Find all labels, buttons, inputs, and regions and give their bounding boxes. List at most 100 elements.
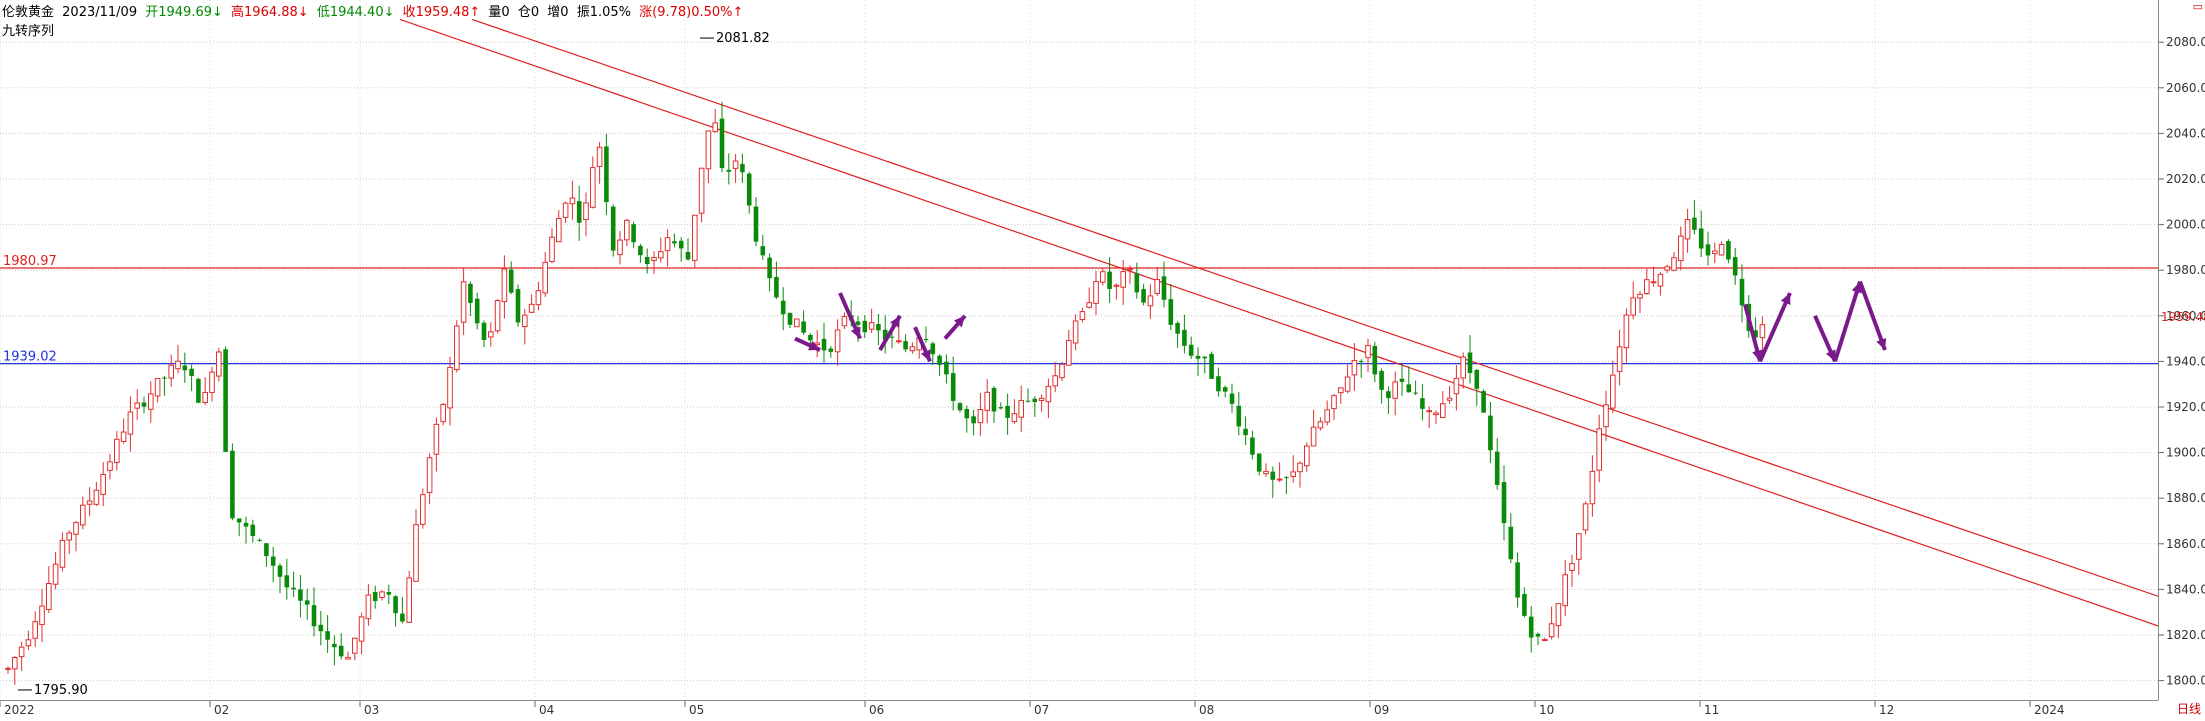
candle-body-down <box>1358 361 1364 363</box>
candle-body-up <box>100 474 107 495</box>
candle-body-up <box>148 393 154 410</box>
candle-body-up <box>1086 302 1093 308</box>
time-tick-label: 2022 <box>4 703 35 717</box>
candle-body-down <box>1481 391 1486 413</box>
candle-body-up <box>120 431 127 442</box>
candle-body-up <box>352 637 358 654</box>
candle-body-up <box>617 239 623 256</box>
candle-body-up <box>868 322 875 330</box>
price-tick-label: 1900.00 <box>2166 446 2205 460</box>
candle-body-up <box>488 331 494 338</box>
price-tick-label: 1840.00 <box>2166 582 2205 596</box>
candle-body-down <box>746 173 752 206</box>
candle-body-down <box>298 589 303 601</box>
candle-body-up <box>569 197 576 205</box>
candle-body-down <box>1161 276 1167 300</box>
candle-body-up <box>93 489 100 505</box>
candle-body-up <box>583 202 589 221</box>
candle-body-down <box>400 613 405 622</box>
candle-body-down <box>372 591 378 602</box>
candle-body-up <box>732 160 739 169</box>
candle-body-up <box>52 563 59 585</box>
candlestick-chart[interactable]: 1980.97 1939.02 2081.82 1795.90 <box>0 0 2159 700</box>
candle-body-up <box>1460 356 1467 379</box>
candle-body-up <box>977 408 984 424</box>
candle-body-up <box>365 594 372 620</box>
candle-body-up <box>651 257 657 261</box>
indicator-name: 九转序列 <box>2 24 55 39</box>
time-tick-label: 10 <box>1539 703 1554 717</box>
candle-body-up <box>1576 533 1582 560</box>
corner-icon[interactable]: ▭ <box>2192 0 2203 13</box>
candle-body-down <box>808 334 813 341</box>
candle-body-up <box>1344 376 1351 392</box>
candle-body-up <box>1569 563 1575 572</box>
candle-body-up <box>549 236 555 263</box>
candle-body-down <box>903 341 908 350</box>
candle-body-up <box>460 281 467 323</box>
interest-increase: 增0 <box>547 5 569 20</box>
candle-body-down <box>821 338 827 351</box>
candle-body-down <box>1488 415 1493 451</box>
candle-body-up <box>216 351 222 377</box>
candle-body-up <box>1637 293 1643 299</box>
candle-body-up <box>1338 387 1344 394</box>
projection-arrow <box>1758 292 1792 363</box>
price-tick-label: 1860.00 <box>2166 537 2205 551</box>
candle-body-up <box>596 146 603 167</box>
extreme-label: 2081.82 <box>716 31 770 46</box>
candle-body-up <box>1147 295 1154 307</box>
candle-body-down <box>889 336 895 338</box>
candle-body-down <box>196 378 201 403</box>
period-label[interactable]: 日线 <box>2176 702 2201 716</box>
candle-body-down <box>515 289 521 323</box>
candle-body-down <box>1522 594 1527 616</box>
candle-body-down <box>1256 453 1262 472</box>
candle-body-down <box>508 269 514 293</box>
candle-body-down <box>1406 384 1412 393</box>
candle-body-up <box>454 325 460 370</box>
candle-body-up <box>1066 340 1072 366</box>
candle-body-up <box>358 616 365 642</box>
candle-body-up <box>1079 311 1086 321</box>
candle-body-up <box>1317 421 1324 429</box>
candle-body-down <box>991 387 997 412</box>
candle-body-up <box>86 500 93 505</box>
time-tick-label: 04 <box>539 703 554 717</box>
candle-body-up <box>1759 324 1766 339</box>
candle-body-up <box>522 314 528 328</box>
time-tick-label: 09 <box>1374 703 1389 717</box>
projection-arrowhead <box>890 315 900 328</box>
candle-body-up <box>1440 403 1446 419</box>
candle-body-up <box>1650 281 1657 284</box>
candle-body-up <box>202 391 208 404</box>
candle-body-down <box>930 343 936 355</box>
candle-body-up <box>12 656 18 670</box>
candle-body-down <box>957 403 963 411</box>
candle-body-up <box>175 360 181 370</box>
candle-body-down <box>767 257 772 279</box>
horizontal-level-label: 1980.97 <box>3 254 57 269</box>
time-tick-label: 05 <box>689 703 704 717</box>
candle-body-down <box>284 575 290 588</box>
candle-body-down <box>631 224 636 243</box>
price-tick-label: 2060.00 <box>2166 81 2205 95</box>
candle-body-down <box>1005 405 1010 418</box>
candle-body-down <box>1188 344 1194 356</box>
time-tick-label: 11 <box>1704 703 1719 717</box>
candle-body-down <box>1535 633 1541 637</box>
candle-body-up <box>501 268 508 303</box>
candle-body-up <box>1310 426 1317 447</box>
candle-body-up <box>1045 385 1052 403</box>
candle-body-down <box>1399 378 1405 382</box>
candle-body-down <box>998 407 1004 409</box>
candle-body-down <box>1494 451 1500 485</box>
projection-arrowhead <box>920 349 931 362</box>
candle-body-down <box>1372 345 1378 375</box>
candle-body-down <box>882 329 888 340</box>
candle-body-up <box>32 621 39 639</box>
candle-body-down <box>672 241 677 244</box>
candle-body-down <box>1739 278 1745 306</box>
candle-body-down <box>1141 289 1146 303</box>
price-axis: 1800.00 1820.00 1840.00 1860.00 1880.00 1900.… <box>2158 0 2205 700</box>
